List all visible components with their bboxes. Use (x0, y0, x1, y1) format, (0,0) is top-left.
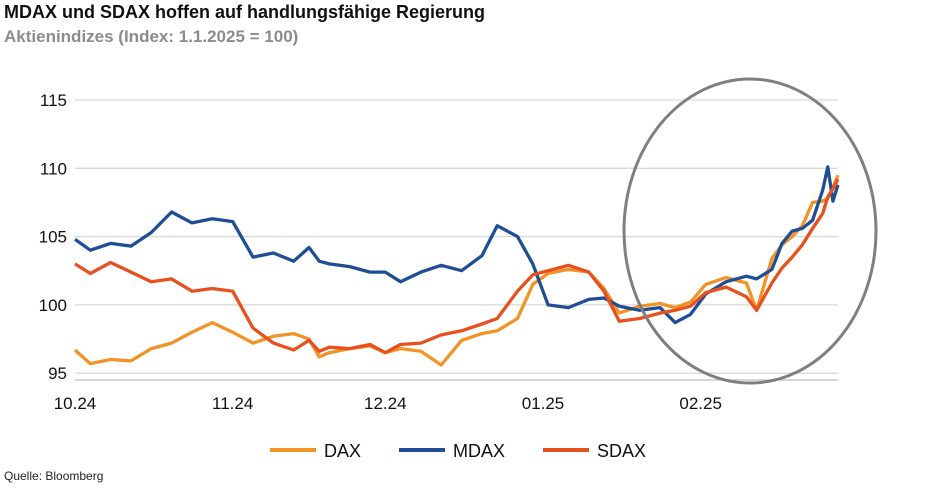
legend-label-sdax: SDAX (597, 441, 646, 461)
y-axis: 95 100 105 110 115 (39, 91, 67, 383)
legend: DAX MDAX SDAX (270, 441, 646, 461)
x-tick-label: 10.24 (54, 394, 97, 413)
y-tick-label: 105 (39, 228, 67, 247)
legend-label-dax: DAX (324, 441, 361, 461)
legend-label-mdax: MDAX (453, 441, 505, 461)
y-tick-label: 100 (39, 296, 67, 315)
line-chart: 95 100 105 110 115 10.24 11.24 12.24 01.25 02.25… (39, 77, 878, 461)
series-line-dax (73, 174, 840, 367)
x-tick-label: 02.25 (679, 394, 722, 413)
x-tick-label: 12.24 (364, 394, 407, 413)
y-tick-label: 115 (40, 91, 67, 110)
source-note: Quelle: Bloomberg (4, 469, 104, 483)
series-line-mdax (74, 165, 840, 325)
highlight-ellipse (622, 77, 878, 385)
x-tick-label: 11.24 (212, 394, 253, 413)
series-lines (73, 165, 840, 367)
x-axis: 10.24 11.24 12.24 01.25 02.25 (54, 379, 838, 413)
y-tick-label: 110 (40, 159, 67, 178)
chart-title: MDAX und SDAX hoffen auf handlungsfähige… (4, 2, 485, 22)
y-tick-label: 95 (48, 364, 67, 383)
chart-subtitle: Aktienindizes (Index: 1.1.2025 = 100) (4, 27, 299, 46)
series-line-sdax (74, 178, 840, 355)
gridlines (75, 99, 838, 374)
x-tick-label: 01.25 (522, 394, 565, 413)
